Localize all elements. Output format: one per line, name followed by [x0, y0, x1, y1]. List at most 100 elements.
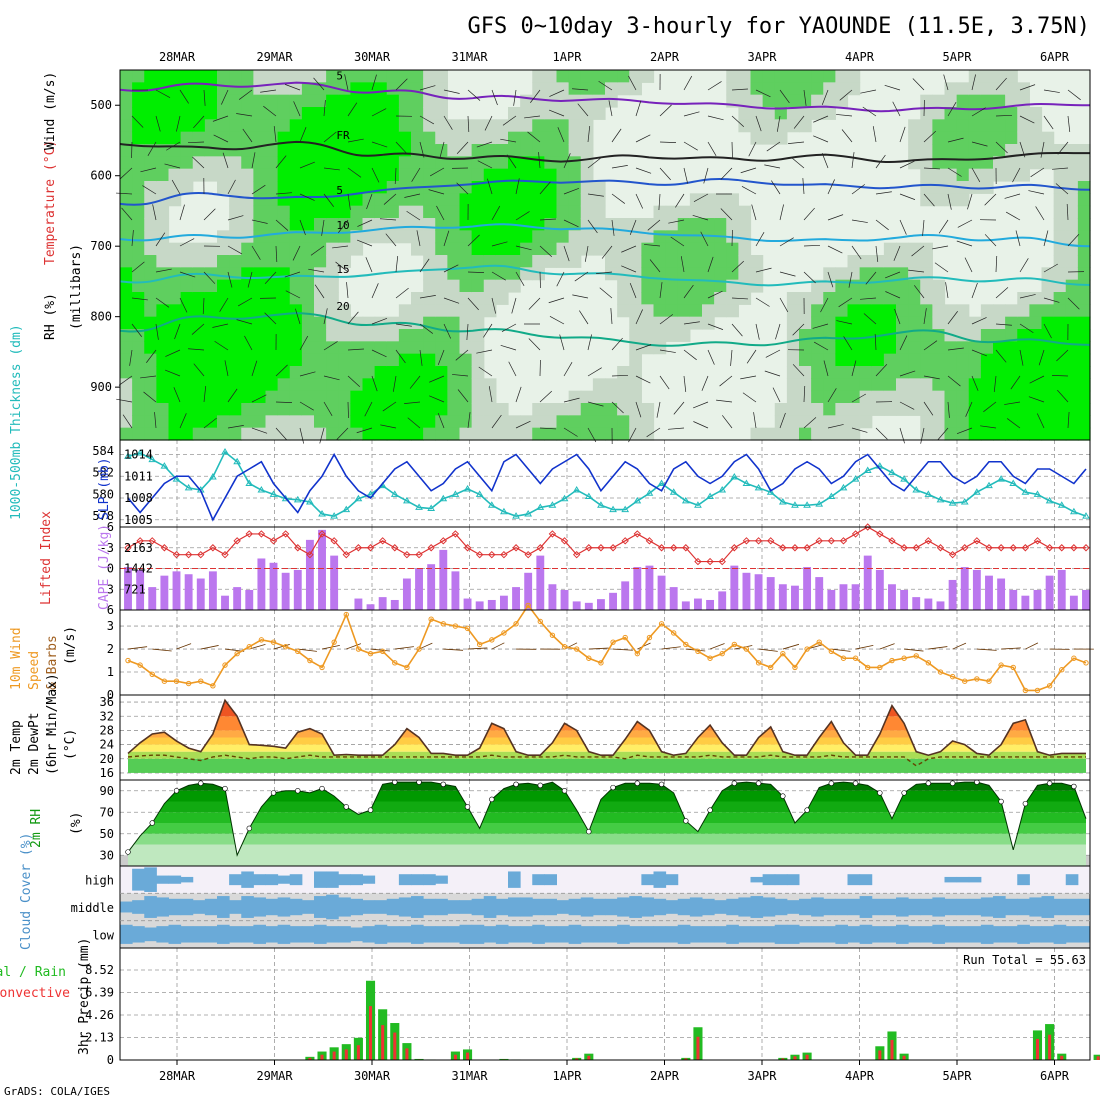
wind-barb — [491, 297, 497, 314]
rh-cell — [495, 403, 509, 416]
wind10-ylabel: & Barbs — [45, 635, 60, 690]
thickness-line-point — [1009, 479, 1018, 486]
rh-cell — [459, 230, 473, 244]
wind-barb — [323, 167, 340, 171]
rh-point — [440, 781, 446, 787]
rh-cell — [350, 193, 364, 207]
wind-barb — [395, 349, 406, 364]
rh-cell — [132, 82, 145, 96]
rh-cell — [811, 279, 824, 293]
cloud-cell — [229, 900, 242, 914]
rh-cell — [326, 82, 339, 96]
wind-barb — [140, 375, 157, 379]
wind-barb — [539, 218, 556, 221]
wind-barb — [803, 89, 807, 106]
wind-barb — [193, 115, 205, 129]
rh-cell — [968, 168, 982, 182]
rh-cell — [156, 242, 170, 256]
wind10-barb — [297, 648, 317, 652]
rh-cell — [556, 230, 570, 244]
wind-barb — [382, 401, 397, 412]
wind-barb — [251, 184, 266, 195]
rh-cell — [580, 427, 594, 441]
temp-tick-label: 24 — [100, 738, 114, 752]
rh-cell — [568, 230, 582, 244]
rh-cell — [653, 279, 667, 293]
rh-cell — [532, 181, 545, 194]
precip-conv-bar — [890, 1039, 894, 1060]
rh-cell — [944, 378, 958, 392]
rh-cell — [641, 279, 655, 293]
rh-cell — [241, 242, 254, 256]
cloud-cell — [653, 926, 667, 943]
rh-cell — [168, 70, 182, 83]
cloud-cell — [944, 926, 958, 943]
rh-cell — [374, 316, 388, 330]
rh-cell — [896, 292, 909, 305]
wind-barb — [875, 427, 888, 440]
rh-cell — [289, 267, 303, 281]
cloud-cell — [641, 926, 654, 943]
rh-cell — [132, 316, 145, 330]
rh-cell — [120, 82, 133, 96]
cloud-cell — [617, 924, 630, 944]
wind-barb — [635, 100, 642, 117]
rh-cell — [629, 242, 642, 256]
rh-cell — [301, 119, 315, 133]
rh-cell — [241, 181, 254, 194]
rh-cell — [1005, 316, 1018, 330]
wind-barb — [899, 193, 916, 200]
rh-cell — [192, 255, 206, 268]
rh-cell — [532, 82, 545, 96]
rh-cell — [944, 341, 958, 355]
wind10-line-point — [949, 673, 956, 680]
wind-barb — [875, 219, 889, 231]
wind10-barb — [394, 646, 414, 650]
wind-barb — [611, 128, 622, 143]
rh-cell — [1065, 427, 1079, 441]
precip-conv-bar — [369, 1006, 373, 1060]
rh-cell — [932, 181, 946, 194]
rh-cell — [835, 427, 849, 441]
rh-cell — [411, 119, 424, 133]
rh-cell — [944, 107, 958, 120]
lifted-point — [1070, 544, 1078, 552]
rh-cell — [653, 218, 667, 231]
rh-cell — [459, 267, 473, 281]
rh-cell — [423, 329, 436, 342]
rh-cell — [532, 403, 545, 416]
cloud-cell — [483, 896, 497, 918]
rh-cell — [617, 218, 630, 231]
rh-cell — [847, 353, 861, 367]
wind-barb — [731, 323, 743, 337]
rh-cell — [774, 82, 788, 96]
rh-cell — [398, 427, 412, 441]
wind10-barb — [952, 642, 967, 650]
wind10-barb — [855, 644, 874, 650]
thickness-line-point — [245, 479, 254, 486]
rh-cell — [411, 329, 424, 342]
rh-cell — [1017, 292, 1030, 305]
wind-barb — [275, 401, 293, 403]
wind-barb — [443, 323, 451, 339]
wind-barb — [923, 375, 940, 380]
thickness-line-point — [936, 495, 945, 503]
wind-barb — [539, 245, 553, 258]
precip-conv-bar — [381, 1025, 385, 1060]
chart-title: GFS 0~10day 3-hourly for YAOUNDE (11.5E,… — [467, 14, 1090, 39]
cloud-cell — [980, 924, 994, 944]
rh-cell — [980, 94, 994, 108]
rh-cell — [132, 390, 145, 404]
rh-point — [343, 804, 349, 810]
wind-barb — [611, 219, 615, 236]
rh-cell — [411, 107, 424, 120]
cape-bar — [221, 595, 229, 610]
rh-cell — [386, 107, 400, 120]
rh-cell — [786, 107, 800, 120]
rh-cell — [265, 119, 279, 133]
wind-barb — [1055, 183, 1069, 195]
rh-cell — [156, 427, 170, 441]
rh-cell — [1053, 205, 1067, 219]
thickness-line-point — [512, 512, 520, 519]
cape-bar — [875, 569, 884, 610]
